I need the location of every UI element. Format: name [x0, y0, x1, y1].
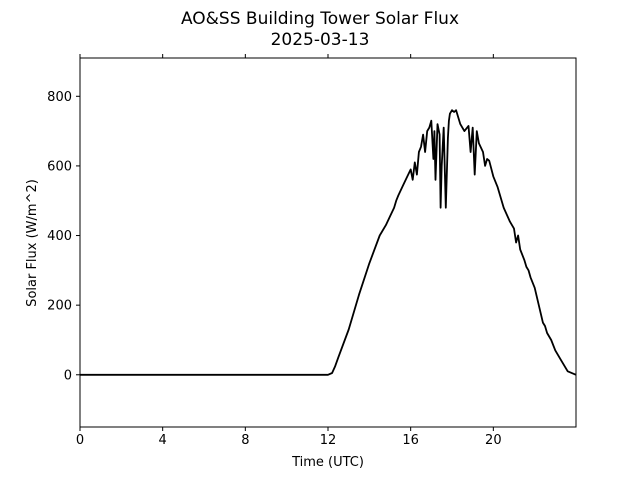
y-tick-label: 0: [64, 368, 72, 383]
chart-title: AO&SS Building Tower Solar Flux: [181, 9, 459, 29]
y-tick-label: 400: [47, 229, 72, 244]
plot-area: 0 4 8 12 16 20 0 200 400 600 800: [47, 54, 577, 448]
y-tick-label: 600: [47, 159, 72, 174]
x-tick-label: 4: [159, 433, 167, 448]
y-tick-label: 800: [47, 90, 72, 105]
x-axis-ticks: 0 4 8 12 16 20: [76, 54, 502, 448]
y-axis-label: Solar Flux (W/m^2): [25, 179, 40, 307]
plot-frame: [79, 57, 577, 428]
chart-subtitle: 2025-03-13: [271, 30, 370, 50]
x-tick-label: 20: [485, 433, 502, 448]
x-tick-label: 16: [402, 433, 419, 448]
x-tick-label: 12: [320, 433, 337, 448]
x-axis-label: Time (UTC): [291, 455, 364, 470]
x-tick-label: 0: [76, 433, 84, 448]
x-tick-label: 8: [241, 433, 249, 448]
y-axis-ticks: 0 200 400 600 800: [47, 90, 80, 383]
y-tick-label: 200: [47, 299, 72, 314]
series-line: [80, 109, 577, 376]
